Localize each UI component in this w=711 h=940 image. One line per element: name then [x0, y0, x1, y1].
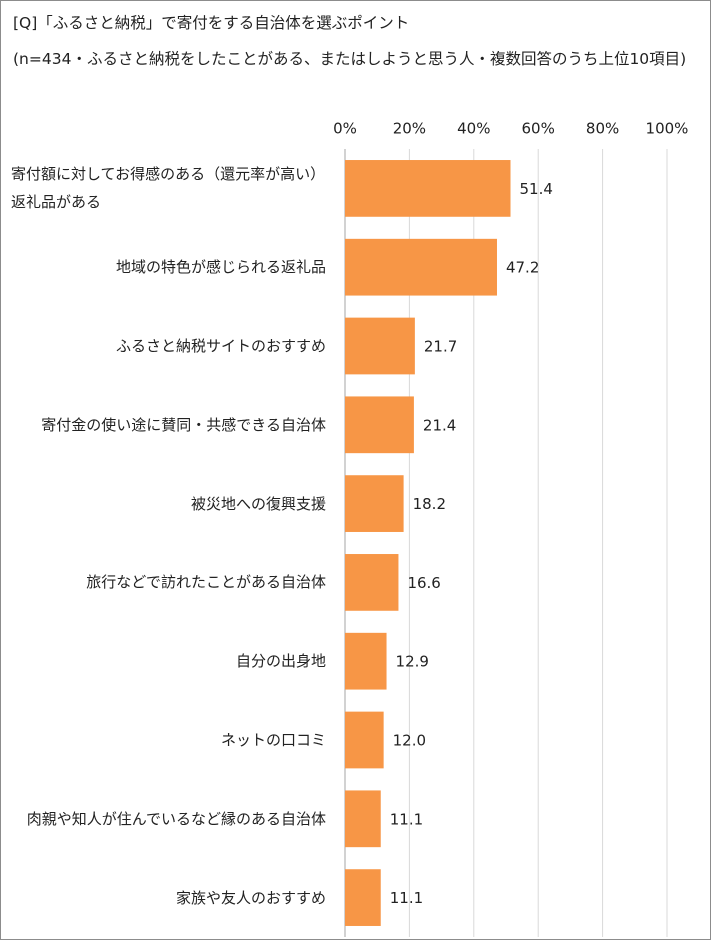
category-text: 肉親や知人が住んでいるなど縁のある自治体 [26, 809, 326, 828]
bar [345, 790, 381, 848]
category-text: 寄付額に対してお得感のある（還元率が高い）返礼品がある [11, 165, 326, 212]
category-label: 自分の出身地 [11, 647, 326, 675]
value-label: 18.2 [413, 495, 446, 513]
category-label: ふるさと納税サイトのおすすめ [11, 332, 326, 360]
category-text: 寄付金の使い途に賛同・共感できる自治体 [41, 415, 326, 434]
value-label: 47.2 [506, 259, 539, 277]
value-label: 51.4 [520, 180, 553, 198]
category-text: 自分の出身地 [235, 652, 326, 671]
x-tick-label: 60% [522, 120, 555, 138]
category-label: ネットの口コミ [11, 726, 326, 754]
bar [345, 160, 511, 217]
category-label: 肉親や知人が住んでいるなど縁のある自治体 [11, 805, 326, 833]
category-text: 家族や友人のおすすめ [175, 888, 326, 907]
x-tick-label: 80% [586, 120, 619, 138]
x-tick-label: 20% [393, 120, 426, 138]
category-text: ネットの口コミ [220, 731, 326, 749]
value-label: 21.4 [423, 416, 456, 434]
bar [345, 711, 384, 769]
chart-title: [Q]「ふるさと納税」で寄付をする自治体を選ぶポイント [13, 14, 410, 32]
value-label: 11.1 [390, 889, 423, 907]
bar [345, 632, 387, 690]
x-tick-label: 0% [333, 120, 357, 138]
bar [345, 396, 414, 454]
category-label: 地域の特色が感じられる返礼品 [11, 253, 326, 281]
value-label: 16.6 [407, 574, 440, 592]
category-label: 寄付額に対してお得感のある（還元率が高い）返礼品がある [11, 160, 326, 216]
bar [345, 869, 381, 926]
x-tick-label: 100% [646, 120, 689, 138]
bar [345, 317, 415, 375]
category-label: 家族や友人のおすすめ [11, 884, 326, 912]
value-label: 11.1 [390, 810, 423, 828]
category-label: 旅行などで訪れたことがある自治体 [11, 568, 326, 596]
category-text: 旅行などで訪れたことがある自治体 [86, 573, 326, 592]
category-label: 寄付金の使い途に賛同・共感できる自治体 [11, 411, 326, 439]
x-tick-label: 40% [457, 120, 490, 138]
bar [345, 554, 399, 611]
category-text: ふるさと納税サイトのおすすめ [115, 337, 326, 355]
category-text: 被災地への復興支援 [190, 494, 326, 513]
category-text: 地域の特色が感じられる返礼品 [115, 258, 326, 277]
bar [345, 238, 497, 296]
chart-subtitle: (n=434・ふるさと納税をしたことがある、またはしようと思う人・複数回答のうち… [13, 50, 687, 68]
value-label: 12.9 [396, 653, 429, 671]
value-label: 21.7 [424, 338, 457, 356]
bar [345, 475, 404, 532]
value-label: 12.0 [393, 732, 426, 750]
category-label: 被災地への復興支援 [11, 490, 326, 518]
